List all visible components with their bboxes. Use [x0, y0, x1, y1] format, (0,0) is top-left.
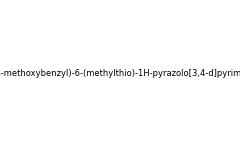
Text: 1-(4-methoxybenzyl)-6-(methylthio)-1H-pyrazolo[3,4-d]pyrimidine: 1-(4-methoxybenzyl)-6-(methylthio)-1H-py… — [0, 69, 240, 78]
